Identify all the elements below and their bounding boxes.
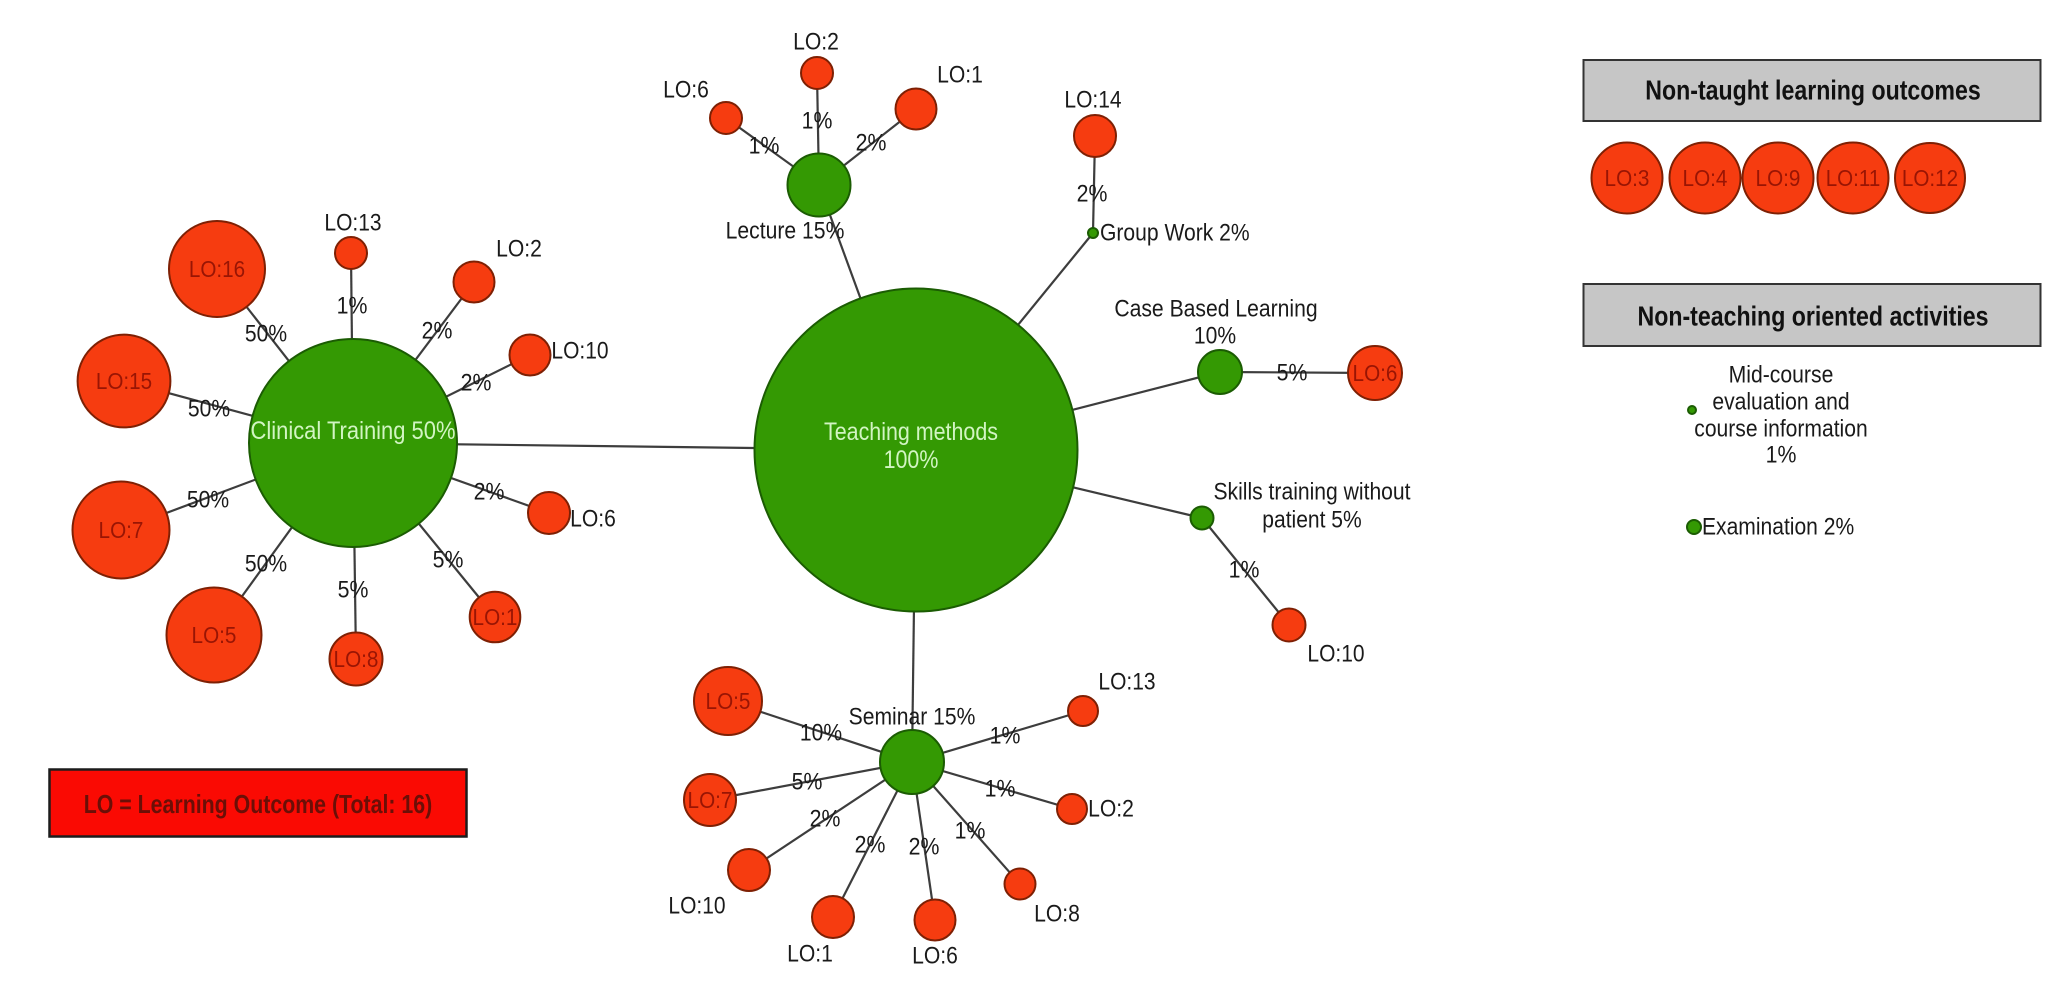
svg-text:50%: 50%	[245, 321, 287, 348]
svg-text:1%: 1%	[1229, 557, 1260, 584]
svg-text:50%: 50%	[188, 396, 230, 423]
svg-text:evaluation and: evaluation and	[1712, 389, 1849, 416]
svg-text:5%: 5%	[792, 769, 823, 796]
svg-text:Clinical Training 50%: Clinical Training 50%	[251, 417, 456, 445]
svg-text:LO:2: LO:2	[1088, 796, 1134, 823]
svg-text:LO:14: LO:14	[1064, 87, 1121, 114]
svg-text:Examination 2%: Examination 2%	[1702, 514, 1854, 541]
svg-text:1%: 1%	[337, 293, 368, 320]
svg-text:1%: 1%	[990, 723, 1021, 750]
svg-text:2%: 2%	[810, 806, 841, 833]
svg-text:Non-taught learning outcomes: Non-taught learning outcomes	[1645, 75, 1980, 106]
svg-text:5%: 5%	[1277, 360, 1308, 387]
svg-text:LO:6: LO:6	[570, 506, 616, 533]
svg-text:2%: 2%	[422, 318, 453, 345]
svg-text:2%: 2%	[909, 834, 940, 861]
svg-text:2%: 2%	[474, 479, 505, 506]
svg-text:LO:6: LO:6	[912, 943, 958, 970]
svg-text:100%: 100%	[884, 446, 939, 474]
svg-text:LO:15: LO:15	[96, 368, 152, 394]
svg-text:LO:5: LO:5	[192, 622, 237, 648]
svg-text:LO:10: LO:10	[1307, 641, 1364, 668]
svg-text:LO:4: LO:4	[1683, 165, 1728, 191]
svg-text:50%: 50%	[187, 487, 229, 514]
svg-text:LO:10: LO:10	[668, 893, 725, 920]
svg-text:LO:2: LO:2	[496, 236, 542, 263]
svg-text:2%: 2%	[461, 370, 492, 397]
svg-text:LO:13: LO:13	[1098, 669, 1155, 696]
svg-text:LO:5: LO:5	[706, 688, 751, 714]
svg-text:2%: 2%	[1077, 181, 1108, 208]
svg-text:LO:7: LO:7	[688, 787, 733, 813]
svg-text:LO:12: LO:12	[1902, 165, 1958, 191]
svg-text:LO:3: LO:3	[1605, 165, 1650, 191]
svg-text:Lecture 15%: Lecture 15%	[726, 218, 845, 245]
svg-text:Seminar 15%: Seminar 15%	[849, 704, 976, 731]
svg-text:LO:1: LO:1	[937, 62, 983, 89]
svg-text:1%: 1%	[802, 108, 833, 135]
svg-text:LO:16: LO:16	[189, 256, 245, 282]
svg-text:10%: 10%	[1194, 323, 1236, 350]
svg-text:LO:6: LO:6	[1353, 360, 1398, 386]
svg-text:Teaching methods: Teaching methods	[824, 418, 998, 446]
svg-text:1%: 1%	[985, 776, 1016, 803]
svg-text:LO:2: LO:2	[793, 29, 839, 56]
svg-text:LO:8: LO:8	[334, 646, 379, 672]
svg-text:50%: 50%	[245, 551, 287, 578]
svg-text:2%: 2%	[856, 130, 887, 157]
svg-text:1%: 1%	[1766, 442, 1797, 469]
svg-text:1%: 1%	[749, 133, 780, 160]
svg-text:5%: 5%	[433, 547, 464, 574]
svg-text:Case Based Learning: Case Based Learning	[1114, 296, 1317, 323]
svg-text:5%: 5%	[338, 577, 369, 604]
svg-text:LO:1: LO:1	[473, 604, 518, 630]
svg-text:patient 5%: patient 5%	[1262, 507, 1361, 534]
svg-text:LO:10: LO:10	[551, 338, 608, 365]
svg-text:Mid-course: Mid-course	[1729, 362, 1834, 389]
svg-text:LO:13: LO:13	[324, 210, 381, 237]
svg-text:Non-teaching oriented activiti: Non-teaching oriented activities	[1638, 301, 1989, 332]
svg-text:1%: 1%	[955, 818, 986, 845]
svg-text:course information: course information	[1694, 416, 1867, 443]
svg-text:LO:1: LO:1	[787, 941, 833, 968]
svg-text:LO = Learning Outcome (Total:: LO = Learning Outcome (Total: 16)	[84, 789, 433, 819]
svg-text:2%: 2%	[855, 832, 886, 859]
svg-text:LO:8: LO:8	[1034, 901, 1080, 928]
svg-text:Skills training without: Skills training without	[1213, 479, 1410, 506]
svg-text:LO:9: LO:9	[1756, 165, 1801, 191]
svg-text:10%: 10%	[800, 720, 842, 747]
svg-text:Group Work 2%: Group Work 2%	[1100, 220, 1250, 247]
svg-text:LO:6: LO:6	[663, 77, 709, 104]
svg-text:LO:7: LO:7	[99, 517, 144, 543]
svg-text:LO:11: LO:11	[1826, 165, 1881, 191]
